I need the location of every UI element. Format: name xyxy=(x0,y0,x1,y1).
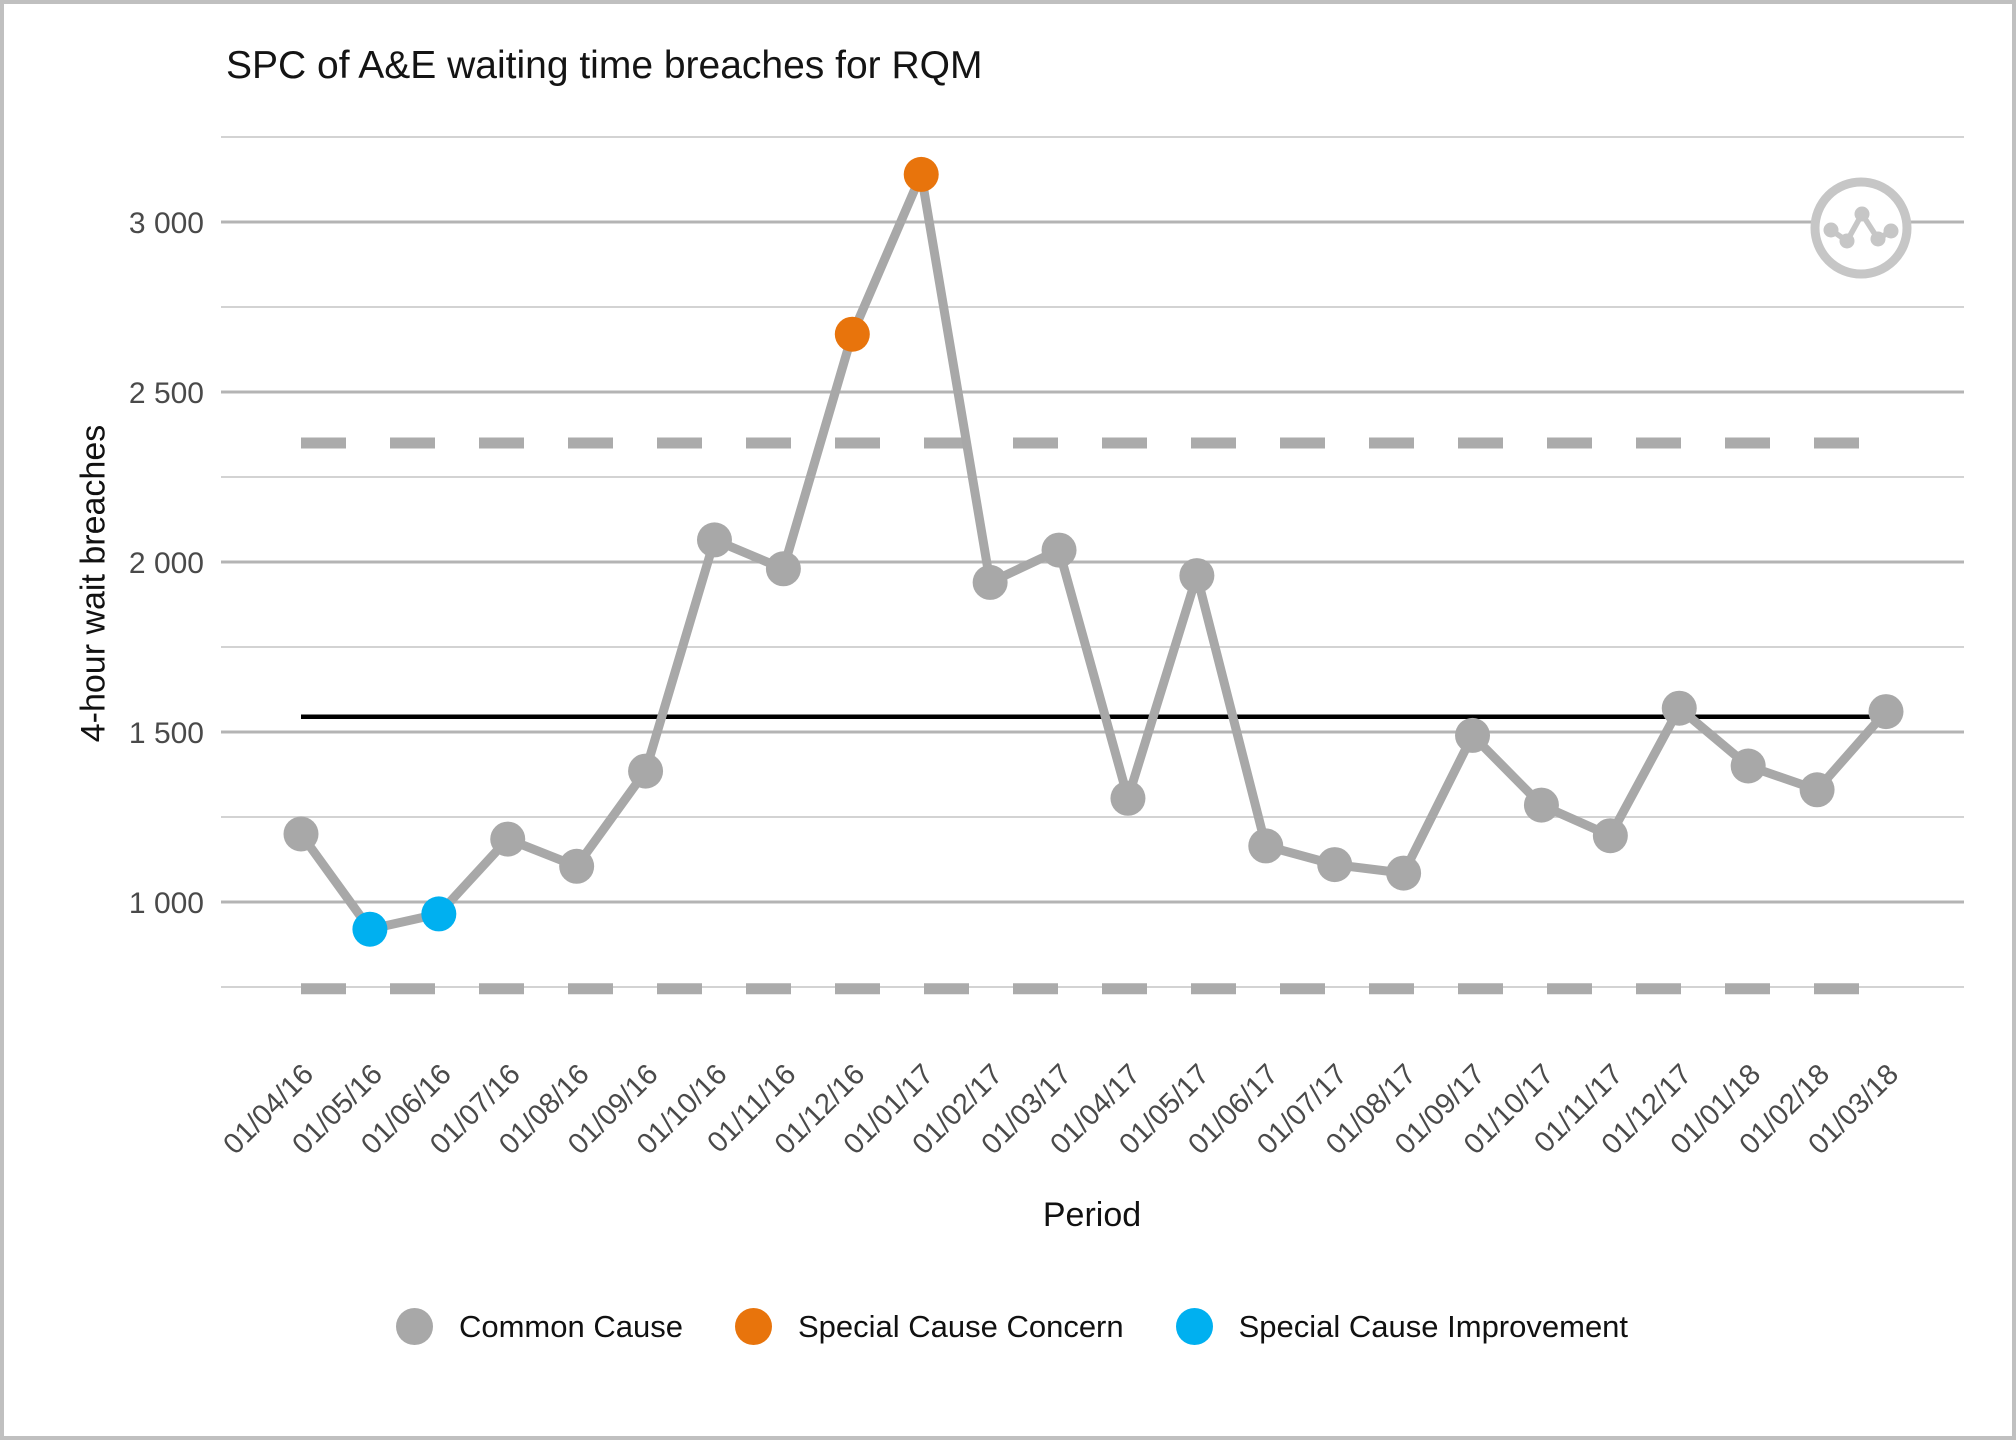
data-point-common xyxy=(1592,818,1628,854)
data-point-common xyxy=(696,522,732,558)
data-point-common xyxy=(490,821,526,857)
chart-title: SPC of A&E waiting time breaches for RQM xyxy=(226,44,983,87)
data-point-common xyxy=(559,848,595,884)
data-point-common xyxy=(1179,558,1215,594)
watermark-glyph-dot xyxy=(1870,231,1886,247)
data-point-common xyxy=(1110,780,1146,816)
watermark-glyph-dot xyxy=(1883,223,1899,239)
data-point-common xyxy=(1868,694,1904,730)
legend-label: Special Cause Improvement xyxy=(1238,1308,1629,1344)
data-point-common xyxy=(1730,748,1766,784)
y-tick-label: 1 500 xyxy=(129,717,204,750)
legend-item-common-cause: Common Cause xyxy=(395,1308,683,1345)
y-tick-label: 1 000 xyxy=(129,887,204,920)
chart-legend: Common Cause Special Cause Concern Speci… xyxy=(4,1308,2012,1345)
data-point-common xyxy=(1386,855,1422,891)
special-cause-improvement-dot-icon xyxy=(1175,1308,1213,1345)
legend-label: Common Cause xyxy=(458,1308,683,1344)
data-point-common xyxy=(765,551,801,587)
legend-item-special-cause-concern: Special Cause Concern xyxy=(734,1308,1124,1345)
legend-item-special-cause-improvement: Special Cause Improvement xyxy=(1175,1308,1629,1345)
watermark-glyph-dot xyxy=(1823,222,1839,238)
data-line xyxy=(296,169,1891,934)
data-point-common xyxy=(1041,532,1077,568)
data-point-common xyxy=(1661,690,1697,726)
common-cause-dot-icon xyxy=(395,1308,433,1345)
data-point-common xyxy=(1317,847,1353,883)
y-tick-label: 2 000 xyxy=(129,547,204,580)
watermark-glyph-dot xyxy=(1854,206,1870,222)
data-point-common xyxy=(628,753,664,789)
x-axis-title: Period xyxy=(1042,1196,1142,1234)
data-point-concern xyxy=(834,316,870,352)
data-point-common xyxy=(1248,828,1284,864)
data-point-common xyxy=(1799,772,1835,808)
special-cause-concern-dot-icon xyxy=(734,1308,772,1345)
data-point-common xyxy=(1523,787,1559,823)
data-point-common xyxy=(972,564,1008,600)
data-point-improvement xyxy=(352,911,388,947)
y-tick-label: 3 000 xyxy=(129,207,204,240)
data-point-common xyxy=(283,816,319,852)
watermark-glyph-dot xyxy=(1839,233,1855,249)
data-point-improvement xyxy=(421,896,457,932)
data-point-concern xyxy=(903,156,939,192)
y-axis-title: 4-hour wait breaches xyxy=(74,424,113,743)
data-point-common xyxy=(1455,717,1491,753)
legend-label: Special Cause Concern xyxy=(797,1308,1124,1344)
y-tick-label: 2 500 xyxy=(129,377,204,410)
line-chart-watermark-icon xyxy=(1810,177,1912,279)
